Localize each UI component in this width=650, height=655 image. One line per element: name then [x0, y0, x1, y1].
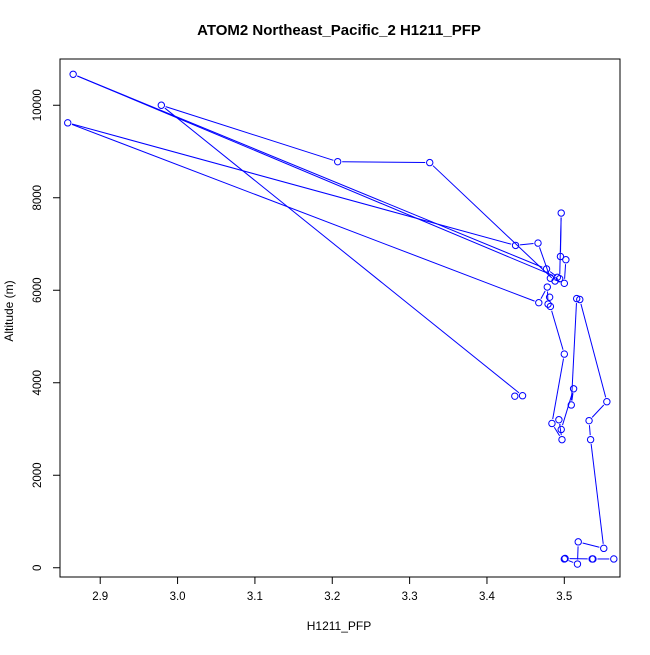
- y-tick-label: 2000: [32, 462, 44, 488]
- y-tick-label: 4000: [32, 370, 44, 396]
- y-tick-label: 8000: [32, 185, 44, 211]
- y-tick-label: 6000: [32, 277, 44, 303]
- x-tick-label: 2.9: [92, 591, 108, 603]
- x-tick-label: 3.1: [247, 591, 263, 603]
- y-tick-label: 0: [32, 565, 44, 571]
- x-tick-label: 3.5: [556, 591, 572, 603]
- y-axis-label: Altitude (m): [2, 280, 16, 341]
- x-axis-label: H1211_PFP: [307, 619, 371, 633]
- x-tick-label: 3.4: [479, 591, 496, 603]
- chart-title: ATOM2 Northeast_Pacific_2 H1211_PFP: [197, 22, 481, 39]
- y-tick-label: 10000: [32, 89, 44, 121]
- x-tick-label: 3.3: [402, 591, 418, 603]
- x-tick-label: 3.2: [324, 591, 340, 603]
- x-tick-label: 3.0: [170, 591, 186, 603]
